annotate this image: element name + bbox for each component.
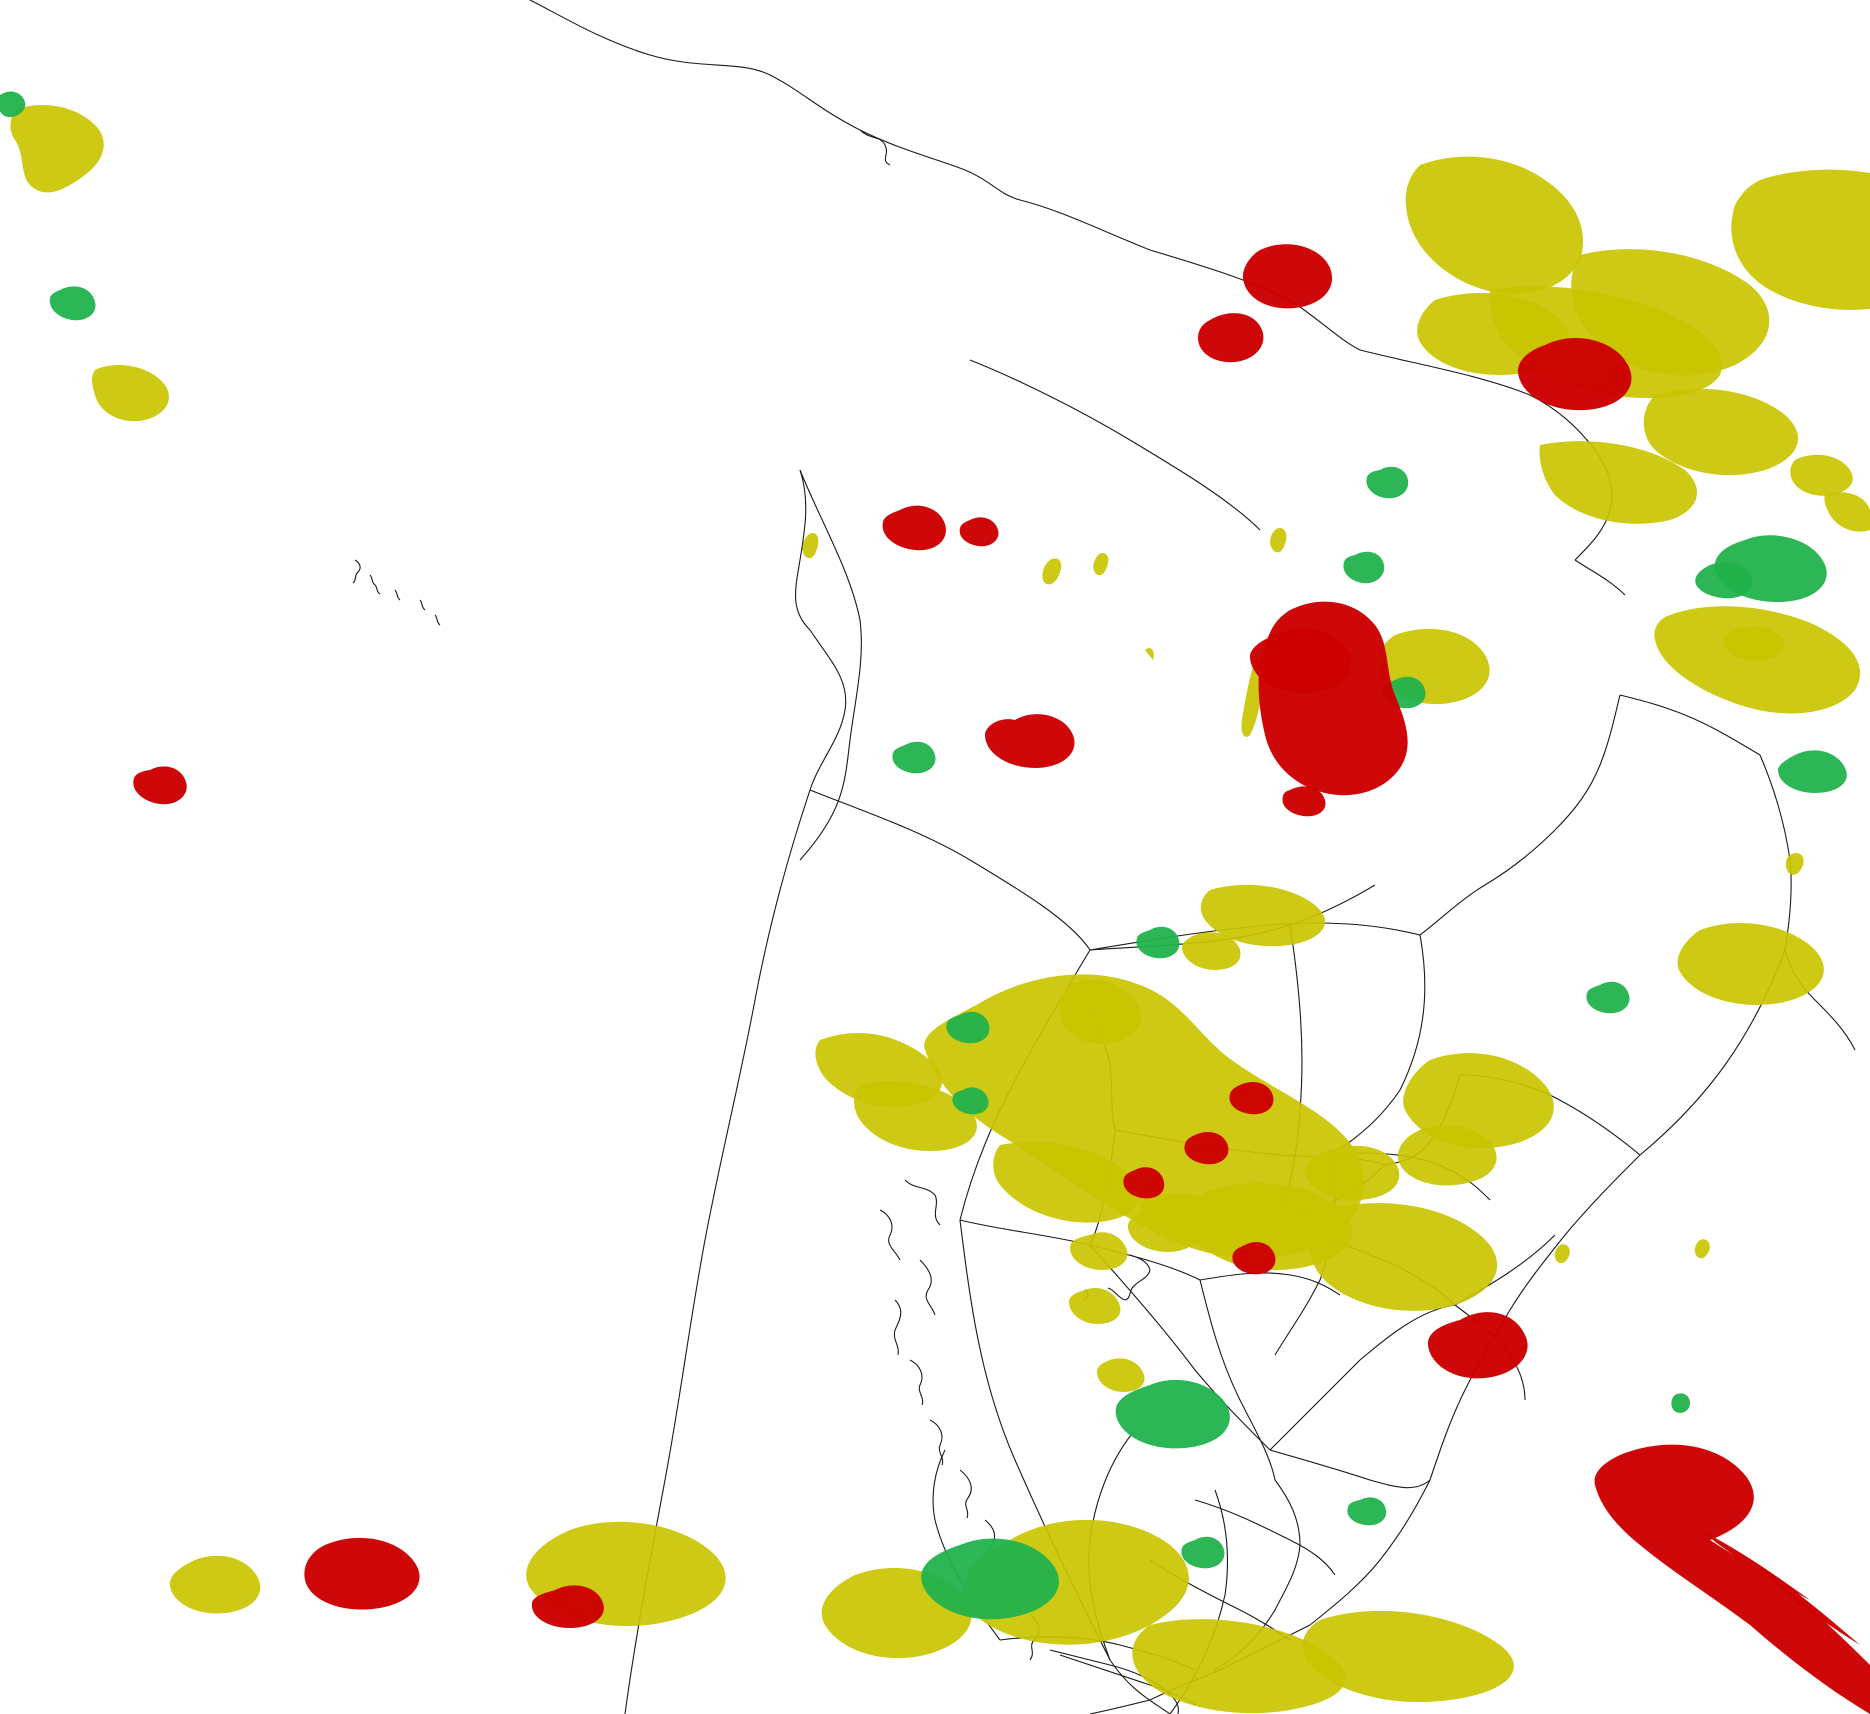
map-svg: [0, 0, 1870, 1714]
satellite-map-root: [0, 0, 1870, 1714]
